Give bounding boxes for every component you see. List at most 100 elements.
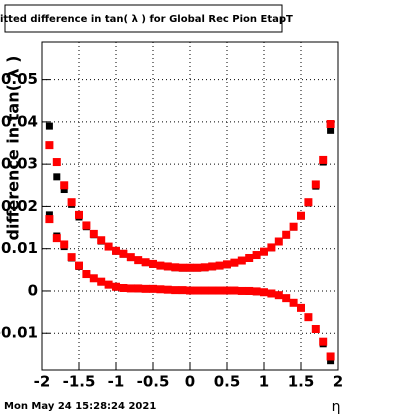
marker xyxy=(52,234,61,243)
marker xyxy=(208,286,217,295)
marker xyxy=(311,180,320,189)
marker xyxy=(186,286,194,295)
marker xyxy=(245,286,254,295)
marker xyxy=(60,240,69,249)
marker xyxy=(200,286,209,295)
marker xyxy=(60,181,69,190)
marker xyxy=(260,247,268,256)
marker xyxy=(215,286,224,295)
x-tick-label: 1 xyxy=(259,373,269,391)
marker xyxy=(67,253,76,262)
x-tick-label: -1 xyxy=(108,373,125,391)
y-tick-label: 0.01 xyxy=(1,239,38,257)
marker xyxy=(327,357,335,365)
x-tick-label: 1.5 xyxy=(288,373,315,391)
marker xyxy=(230,286,239,295)
marker xyxy=(252,251,261,260)
marker xyxy=(171,263,180,272)
marker xyxy=(297,303,305,312)
marker xyxy=(163,285,172,294)
y-tick-label: 0.03 xyxy=(1,155,38,173)
chart-title: Fitted difference in tan( λ ) for Global… xyxy=(0,14,293,25)
marker xyxy=(52,158,61,167)
marker xyxy=(45,122,53,130)
marker xyxy=(178,263,187,272)
marker xyxy=(282,294,291,303)
marker xyxy=(319,337,328,346)
marker xyxy=(260,288,268,297)
x-tick-label: -2 xyxy=(34,373,51,391)
marker xyxy=(149,259,157,268)
y-axis-label: difference in tan( λ ) xyxy=(4,56,23,241)
marker xyxy=(112,282,120,291)
y-tick-label: 0 xyxy=(28,281,38,299)
marker xyxy=(134,284,143,293)
marker xyxy=(326,352,335,361)
marker xyxy=(327,126,335,134)
marker xyxy=(75,210,83,219)
marker xyxy=(267,289,276,298)
marker xyxy=(237,286,246,295)
marker xyxy=(97,236,106,245)
marker xyxy=(215,261,224,270)
marker xyxy=(319,155,328,164)
marker xyxy=(282,230,291,239)
footer: Mon May 24 15:28:24 2021 xyxy=(4,401,156,412)
marker xyxy=(82,270,91,279)
marker xyxy=(119,249,128,258)
marker xyxy=(126,284,135,293)
marker xyxy=(82,221,91,230)
x-tick-label: -1.5 xyxy=(63,373,96,391)
marker xyxy=(141,284,150,293)
marker xyxy=(45,215,54,224)
marker xyxy=(274,291,283,300)
marker xyxy=(178,286,187,295)
marker xyxy=(171,286,180,295)
y-tick-label: -0.01 xyxy=(0,324,38,342)
marker xyxy=(45,141,54,150)
marker xyxy=(104,280,113,289)
marker xyxy=(193,286,202,295)
title-box xyxy=(4,4,283,33)
marker xyxy=(223,286,231,295)
marker xyxy=(297,211,305,220)
x-tick-label: -0.5 xyxy=(137,373,170,391)
y-tick-label: 0.02 xyxy=(1,197,38,215)
marker xyxy=(223,260,231,269)
marker xyxy=(104,242,113,251)
marker xyxy=(274,237,283,246)
x-axis-label: η xyxy=(332,399,341,414)
marker xyxy=(304,198,313,207)
marker xyxy=(89,229,98,238)
marker xyxy=(208,262,217,271)
marker xyxy=(67,198,76,207)
marker xyxy=(156,261,165,270)
marker xyxy=(267,243,276,252)
marker xyxy=(60,186,68,194)
marker xyxy=(311,325,320,333)
marker xyxy=(304,313,313,322)
marker xyxy=(193,263,202,272)
marker xyxy=(134,256,143,265)
marker xyxy=(119,284,128,292)
y-tick-label: 0.05 xyxy=(1,70,38,88)
marker xyxy=(200,263,209,272)
marker xyxy=(186,263,194,272)
marker xyxy=(53,173,61,181)
marker xyxy=(289,298,298,307)
marker xyxy=(289,222,298,231)
marker xyxy=(237,256,246,265)
x-tick-label: 0 xyxy=(185,373,195,391)
marker xyxy=(163,262,172,271)
marker xyxy=(245,253,254,262)
y-tick-label: 0.04 xyxy=(1,112,38,130)
x-tick-label: 0.5 xyxy=(214,373,241,391)
marker xyxy=(126,253,135,262)
marker xyxy=(252,287,261,296)
marker xyxy=(149,284,157,293)
marker xyxy=(112,246,120,255)
marker xyxy=(45,211,53,219)
x-tick-label: 2 xyxy=(333,373,343,391)
